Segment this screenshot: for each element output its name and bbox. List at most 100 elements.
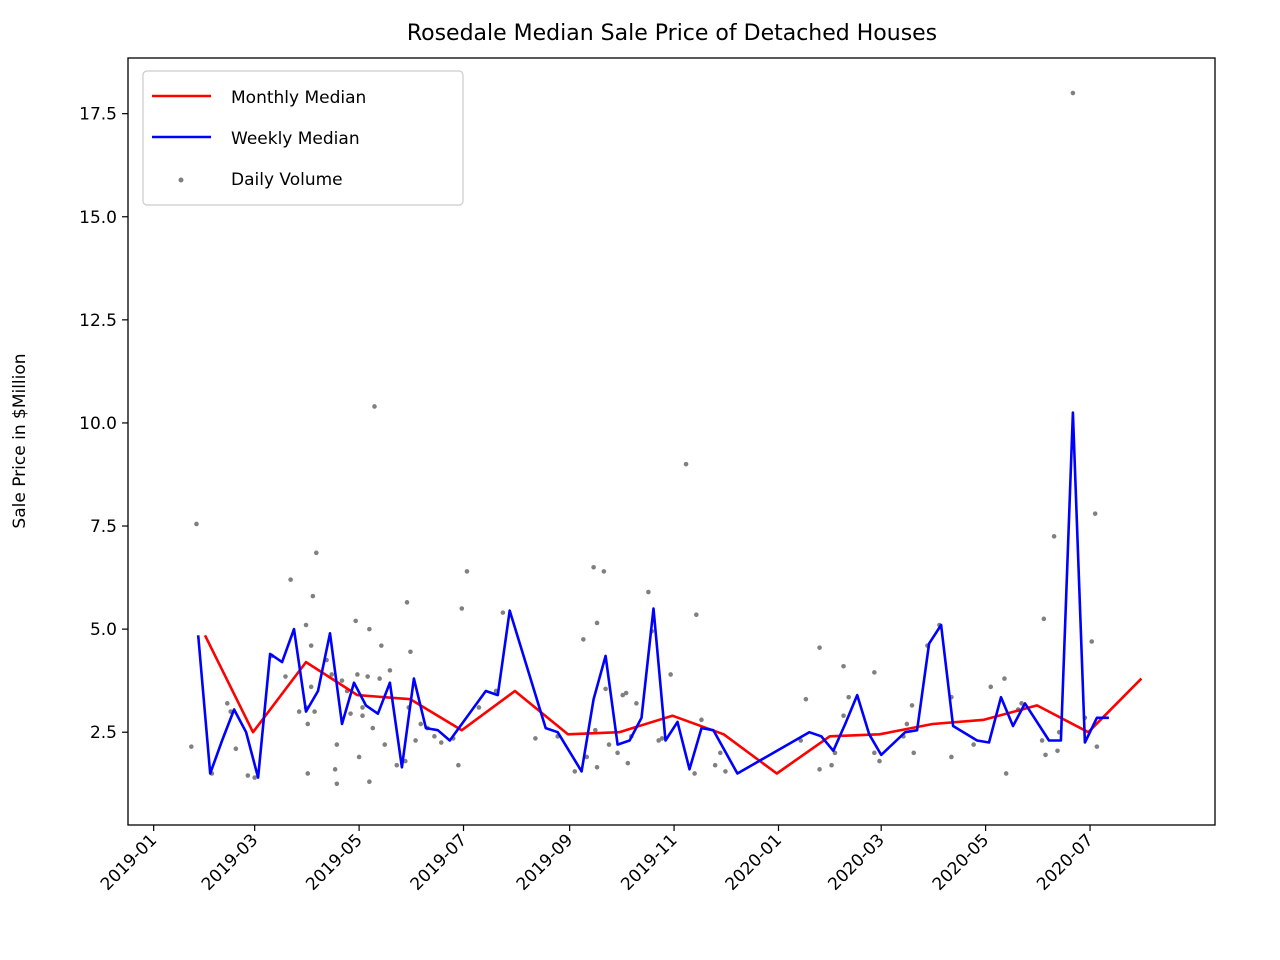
daily-volume-point [798,738,804,743]
daily-volume-point [394,762,400,768]
daily-volume-point [459,606,465,611]
daily-volume-point [476,705,482,710]
y-tick-label: 5.0 [90,620,117,640]
y-tick-label: 12.5 [79,311,117,331]
daily-volume-point [909,703,915,708]
daily-volume-point [189,744,194,749]
daily-volume-point [659,736,665,741]
daily-volume-point [305,721,311,727]
daily-volume-point [408,649,413,655]
daily-volume-point [692,771,697,776]
x-tick-label: 2019-05 [302,830,366,894]
daily-volume-point [699,717,704,723]
chart-title: Rosedale Median Sale Price of Detached H… [407,21,937,46]
legend-label-monthly-median: Monthly Median [231,88,366,108]
daily-volume-point [377,676,382,681]
daily-volume-point [829,762,834,768]
daily-volume-point [694,612,699,617]
daily-volume-point [360,705,365,710]
daily-volume-point [387,668,393,673]
daily-volume-point [413,738,418,743]
daily-volume-point [620,692,626,698]
daily-volume-point [594,620,600,626]
daily-volume-point [305,771,311,776]
daily-volume-point [606,742,612,747]
daily-volume-point [432,734,437,739]
daily-volume-point [572,769,578,774]
daily-volume-point [372,404,377,409]
daily-volume-point [329,672,335,677]
daily-volume-point [717,750,723,756]
daily-volume-point [656,738,661,743]
daily-volume-point [615,750,620,756]
daily-volume-point [194,521,199,527]
daily-volume-point [438,740,444,745]
daily-volume-point [625,760,631,766]
daily-volume-point [1043,752,1048,758]
y-axis-label: Sale Price in $Million [10,353,30,528]
daily-volume-point [312,709,317,714]
daily-volume-point [533,736,538,741]
daily-volume-point [233,746,239,752]
plot-frame [127,57,1216,826]
daily-volume-point [308,643,314,648]
daily-volume-point [603,686,608,692]
daily-volume-point [601,569,607,574]
x-tick-label: 2019-03 [198,830,262,894]
daily-volume-point [1019,701,1024,706]
legend-swatch-daily-volume [178,177,184,183]
daily-volume-point [1055,748,1060,754]
daily-volume-point [803,696,809,702]
legend-label-weekly-median: Weekly Median [231,129,360,149]
y-tick-label: 15.0 [79,208,117,228]
daily-volume-point [949,754,954,760]
daily-volume-point [339,678,345,683]
legend-box [142,70,464,206]
daily-volume-point [646,589,651,595]
daily-volume-point [353,618,358,624]
daily-volume-point [971,742,976,747]
daily-volume-point [360,713,365,719]
daily-volume-point [303,622,309,628]
daily-volume-point [841,713,846,719]
y-tick-label: 7.5 [90,517,117,537]
daily-volume-point [872,750,877,756]
daily-volume-point [988,684,994,690]
x-tick-label: 2020-01 [722,830,786,894]
daily-volume-point [668,672,673,677]
daily-volume-point [1094,744,1100,749]
daily-volume-point [288,577,293,582]
daily-volume-point [723,769,728,774]
daily-volume-point [313,550,319,556]
daily-volume-point [382,742,388,747]
monthly-median-line [203,634,1143,775]
daily-volume-point [370,725,376,731]
daily-volume-point [841,663,846,669]
daily-volume-point [334,781,340,787]
daily-volume-point [872,670,877,675]
legend-label-daily-volume: Daily Volume [231,170,343,190]
daily-volume-point [594,764,600,770]
daily-volume-point [245,773,251,778]
x-tick-label: 2019-01 [97,830,161,894]
daily-volume-point [355,672,360,677]
daily-volume-point [817,645,822,650]
daily-volume-point [332,767,338,772]
y-tick-label: 17.5 [79,105,117,125]
daily-volume-point [224,701,230,706]
daily-volume-point [296,709,302,714]
daily-volume-point [348,711,353,716]
daily-volume-point [1092,511,1098,516]
daily-volume-point [1051,534,1057,539]
daily-volume-point [593,727,598,733]
plot-area [189,90,1143,787]
daily-volume-point [464,569,470,574]
daily-volume-point [623,690,629,696]
daily-volume-point [904,721,910,727]
daily-volume-point [308,684,314,690]
daily-volume-point [584,754,590,760]
x-tick-label: 2020-05 [929,830,993,894]
daily-volume-point [252,775,257,780]
daily-volume-point [911,750,917,756]
daily-volume-point [846,694,851,700]
